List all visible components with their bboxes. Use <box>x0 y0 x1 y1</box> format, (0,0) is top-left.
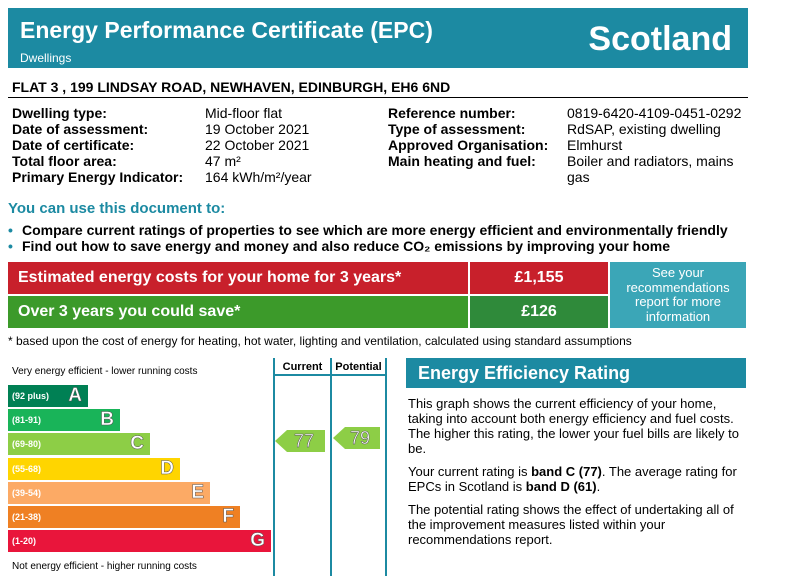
detail-value: Boiler and radiators, mains gas <box>567 153 734 185</box>
bullet: • <box>8 238 13 254</box>
title: Energy Performance Certificate (EPC) <box>20 17 433 43</box>
paragraph-text: . The average rating for EPCs in Scotlan… <box>408 464 737 494</box>
band-letter: A <box>68 385 82 407</box>
band-range: (39-54) <box>12 487 42 498</box>
detail-value: Mid-floor flat <box>205 105 283 121</box>
band-letter: G <box>250 530 265 552</box>
potential-header: Potential <box>335 361 382 373</box>
band-letter: E <box>191 481 204 504</box>
cost-value: £126 <box>470 296 608 328</box>
band-letter: D <box>160 457 174 479</box>
subtitle: Dwellings <box>20 51 72 65</box>
band-range: (92 plus) <box>12 391 50 401</box>
rating-band: (92 plus) A <box>8 385 88 407</box>
paragraph-text: This graph shows the current efficiency … <box>408 396 739 456</box>
detail-label: Type of assessment: <box>388 121 526 137</box>
use-item: • Find out how to save energy and money a… <box>8 238 670 254</box>
potential-rating: 79 <box>349 428 371 449</box>
address: FLAT 3 , 199 LINDSAY ROAD, NEWHAVEN, EDI… <box>12 79 451 95</box>
use-text: Find out how to save energy and money an… <box>22 238 671 254</box>
paragraph: The potential rating shows the effect of… <box>408 502 746 547</box>
uses-heading: You can use this document to: <box>8 200 226 217</box>
current-rating: 77 <box>293 431 315 452</box>
bullet: • <box>8 222 13 238</box>
detail-value: Elmhurst <box>567 137 623 153</box>
detail-value: 164 kWh/m²/year <box>205 169 312 185</box>
footnote: * based upon the cost of energy for heat… <box>8 334 632 348</box>
paragraph-text: band D (61) <box>525 479 597 494</box>
band-letter: C <box>130 433 144 455</box>
band-range: (1-20) <box>12 536 37 547</box>
recommendations-note: See your recommendations report for more… <box>610 262 746 328</box>
paragraph: This graph shows the current efficiency … <box>408 396 746 456</box>
use-text: Compare current ratings of properties to… <box>22 222 728 238</box>
band-range: (81-91) <box>12 415 42 426</box>
paragraph-text: The potential rating shows the effect of… <box>408 502 734 547</box>
column-line <box>330 358 332 576</box>
rating-top-label: Very energy efficient - lower running co… <box>12 366 198 377</box>
detail-value: 0819-6420-4109-0451-0292 <box>567 105 742 121</box>
detail-label: Approved Organisation: <box>388 137 549 153</box>
rating-band: (39-54) E <box>8 482 210 504</box>
paragraph: Your current rating is band C (77). The … <box>408 464 746 494</box>
country: Scotland <box>588 20 732 58</box>
efficiency-title: Energy Efficiency Rating <box>406 358 746 388</box>
cost-label: Over 3 years you could save* <box>8 296 468 328</box>
band-letter: F <box>222 506 234 528</box>
rating-band: (55-68) D <box>8 457 180 480</box>
rating-band: (21-38) F <box>8 506 240 528</box>
cost-value: £1,155 <box>470 262 608 294</box>
detail-value: 22 October 2021 <box>205 137 310 153</box>
rating-band: (69-80) C <box>8 433 150 456</box>
detail-label: Total floor area: <box>12 153 117 169</box>
band-range: (21-38) <box>12 512 42 522</box>
header-bar: Energy Performance Certificate (EPC) Dwe… <box>8 8 748 68</box>
detail-label: Date of assessment: <box>12 121 149 137</box>
detail-value: RdSAP, existing dwelling <box>567 121 721 137</box>
column-line <box>273 358 275 576</box>
cost-label: Estimated energy costs for your home for… <box>8 262 468 294</box>
detail-value: 47 m² <box>205 153 241 169</box>
detail-label: Dwelling type: <box>12 105 107 121</box>
rating-band: (1-20) G <box>8 530 271 553</box>
header-line <box>273 374 387 376</box>
use-item: • Compare current ratings of properties t… <box>8 222 728 238</box>
detail-value: 19 October 2021 <box>205 121 310 137</box>
band-range: (69-80) <box>12 439 42 450</box>
band-range: (55-68) <box>12 463 42 474</box>
detail-label: Main heating and fuel: <box>388 153 536 169</box>
rating-bottom-label: Not energy efficient - higher running co… <box>12 561 197 572</box>
paragraph-text: band C (77) <box>531 464 602 479</box>
efficiency-text: This graph shows the current efficiency … <box>408 396 746 555</box>
band-letter: B <box>100 409 114 431</box>
detail-label: Date of certificate: <box>12 137 135 153</box>
rating-band: (81-91) B <box>8 409 120 432</box>
detail-label: Reference number: <box>388 105 516 121</box>
detail-label: Primary Energy Indicator: <box>12 169 184 185</box>
paragraph-text: Your current rating is <box>408 464 532 479</box>
divider <box>8 97 748 98</box>
current-header: Current <box>282 361 323 373</box>
column-line <box>385 358 387 576</box>
paragraph-text: . <box>596 479 601 494</box>
